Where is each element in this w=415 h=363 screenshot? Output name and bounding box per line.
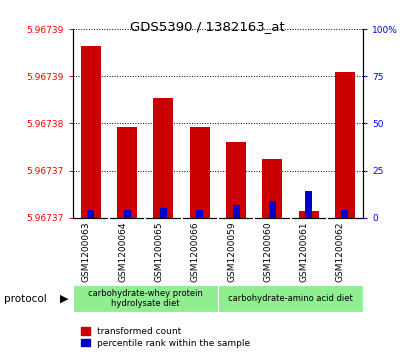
Bar [81, 46, 101, 218]
Text: GSM1200066: GSM1200066 [191, 221, 200, 282]
Bar [269, 201, 276, 218]
Bar [226, 142, 246, 218]
Bar [305, 191, 312, 218]
Bar [299, 211, 319, 218]
Bar [73, 285, 218, 312]
Text: GSM1200063: GSM1200063 [82, 221, 91, 282]
Text: protocol: protocol [4, 294, 47, 303]
Bar [342, 210, 349, 218]
Bar [154, 98, 173, 218]
Bar [87, 210, 94, 218]
Text: GSM1200061: GSM1200061 [300, 221, 309, 282]
Text: carbohydrate-whey protein
hydrolysate diet: carbohydrate-whey protein hydrolysate di… [88, 289, 203, 308]
Text: ▶: ▶ [60, 294, 68, 303]
Text: GSM1200065: GSM1200065 [154, 221, 164, 282]
Bar [196, 210, 203, 218]
Text: GSM1200060: GSM1200060 [264, 221, 272, 282]
Text: GDS5390 / 1382163_at: GDS5390 / 1382163_at [130, 20, 285, 33]
Bar [160, 208, 167, 218]
Bar [262, 159, 282, 218]
Bar [218, 285, 363, 312]
Bar [232, 205, 239, 218]
Bar [117, 127, 137, 218]
Text: GSM1200059: GSM1200059 [227, 221, 236, 282]
Legend: transformed count, percentile rank within the sample: transformed count, percentile rank withi… [77, 323, 254, 351]
Text: GSM1200064: GSM1200064 [118, 221, 127, 282]
Bar [190, 127, 210, 218]
Text: GSM1200062: GSM1200062 [336, 221, 345, 282]
Bar [124, 210, 131, 218]
Text: carbohydrate-amino acid diet: carbohydrate-amino acid diet [228, 294, 353, 303]
Bar [335, 72, 355, 218]
